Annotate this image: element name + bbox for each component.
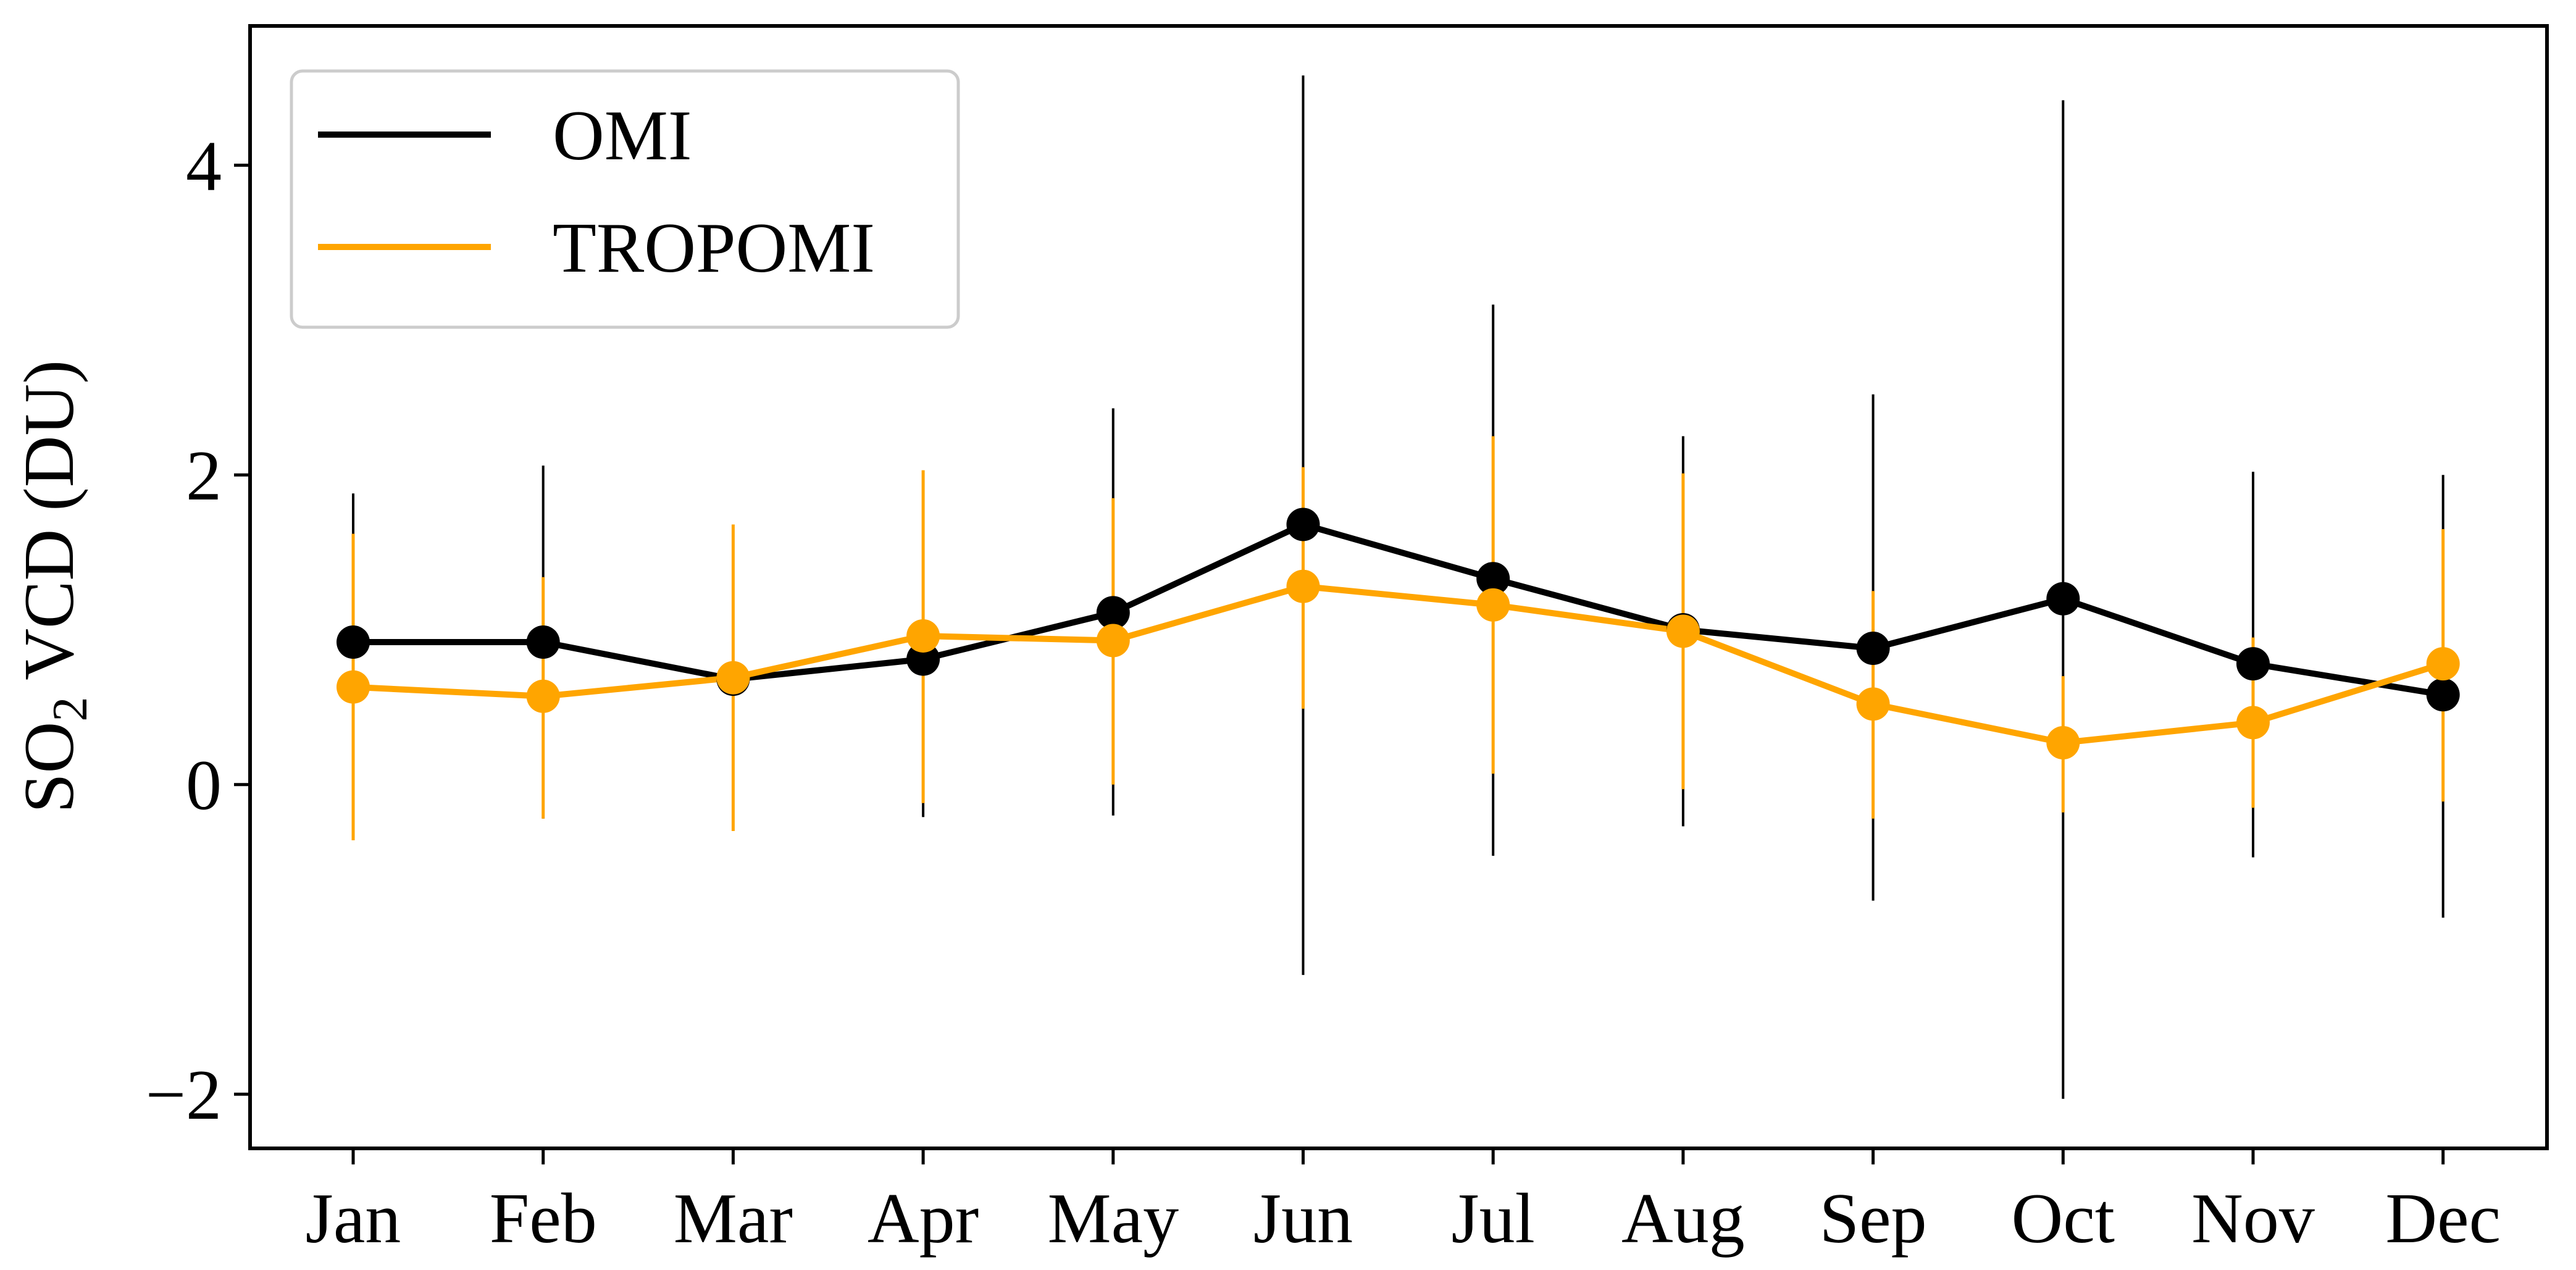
point-omi bbox=[2046, 582, 2080, 616]
x-tick-label: Mar bbox=[674, 1179, 793, 1258]
point-tropomi bbox=[1856, 687, 1890, 721]
point-tropomi bbox=[1476, 588, 1510, 622]
point-tropomi bbox=[1666, 614, 1700, 648]
point-tropomi bbox=[2426, 647, 2460, 681]
y-tick-label: 4 bbox=[186, 127, 222, 206]
series-line-omi bbox=[353, 521, 2444, 698]
point-omi bbox=[906, 642, 940, 676]
legend-omi-label: OMI bbox=[553, 96, 692, 175]
point-tropomi bbox=[526, 679, 560, 713]
point-omi bbox=[1286, 508, 1320, 541]
point-omi bbox=[526, 625, 560, 659]
series-lines bbox=[353, 521, 2444, 746]
x-tick-label: Aug bbox=[1621, 1179, 1745, 1258]
point-tropomi bbox=[337, 670, 370, 704]
point-omi bbox=[2426, 678, 2460, 712]
point-omi bbox=[2236, 647, 2270, 681]
x-tick-label: Sep bbox=[1820, 1179, 1927, 1258]
point-tropomi bbox=[906, 619, 940, 653]
x-tick-label: Dec bbox=[2385, 1179, 2501, 1258]
point-tropomi bbox=[1096, 624, 1130, 658]
y-axis-title-subscript: 2 bbox=[43, 697, 98, 722]
x-tick-label: Oct bbox=[2012, 1179, 2115, 1258]
x-tick-label: Jun bbox=[1253, 1179, 1353, 1258]
y-tick-label: −2 bbox=[146, 1056, 222, 1135]
x-tick-label: Feb bbox=[490, 1179, 597, 1258]
y-axis-title-rest: VCD (DU) bbox=[10, 360, 89, 697]
x-axis: Jan Feb Mar Apr May Jun Jul Aug Sep Oct Nov Dec bbox=[306, 1148, 2501, 1258]
series-line-tropomi bbox=[353, 583, 2444, 746]
x-tick-label: Jul bbox=[1452, 1179, 1535, 1258]
x-tick-label: May bbox=[1047, 1179, 1179, 1258]
series-points bbox=[337, 508, 2460, 760]
y-axis-title-main: SO bbox=[10, 722, 89, 813]
y-axis-title: SO2 VCD (DU) bbox=[10, 360, 98, 813]
x-tick-label: Jan bbox=[306, 1179, 401, 1258]
legend: OMI TROPOMI bbox=[290, 69, 960, 329]
x-tick-label: Nov bbox=[2191, 1179, 2315, 1258]
point-omi bbox=[1096, 596, 1130, 630]
point-tropomi bbox=[2236, 706, 2270, 740]
point-omi bbox=[1856, 632, 1890, 666]
x-tick-label: Apr bbox=[868, 1179, 979, 1258]
point-tropomi bbox=[1286, 569, 1320, 603]
legend-tropomi-label: TROPOMI bbox=[553, 209, 875, 288]
y-tick-label: 0 bbox=[186, 746, 222, 825]
y-axis: −2 0 2 4 bbox=[146, 127, 250, 1135]
point-tropomi bbox=[716, 661, 750, 695]
y-tick-label: 2 bbox=[186, 437, 222, 516]
point-tropomi bbox=[2046, 726, 2080, 760]
point-omi bbox=[337, 625, 370, 659]
point-omi bbox=[1476, 562, 1510, 596]
plot-frame bbox=[248, 24, 2549, 1150]
